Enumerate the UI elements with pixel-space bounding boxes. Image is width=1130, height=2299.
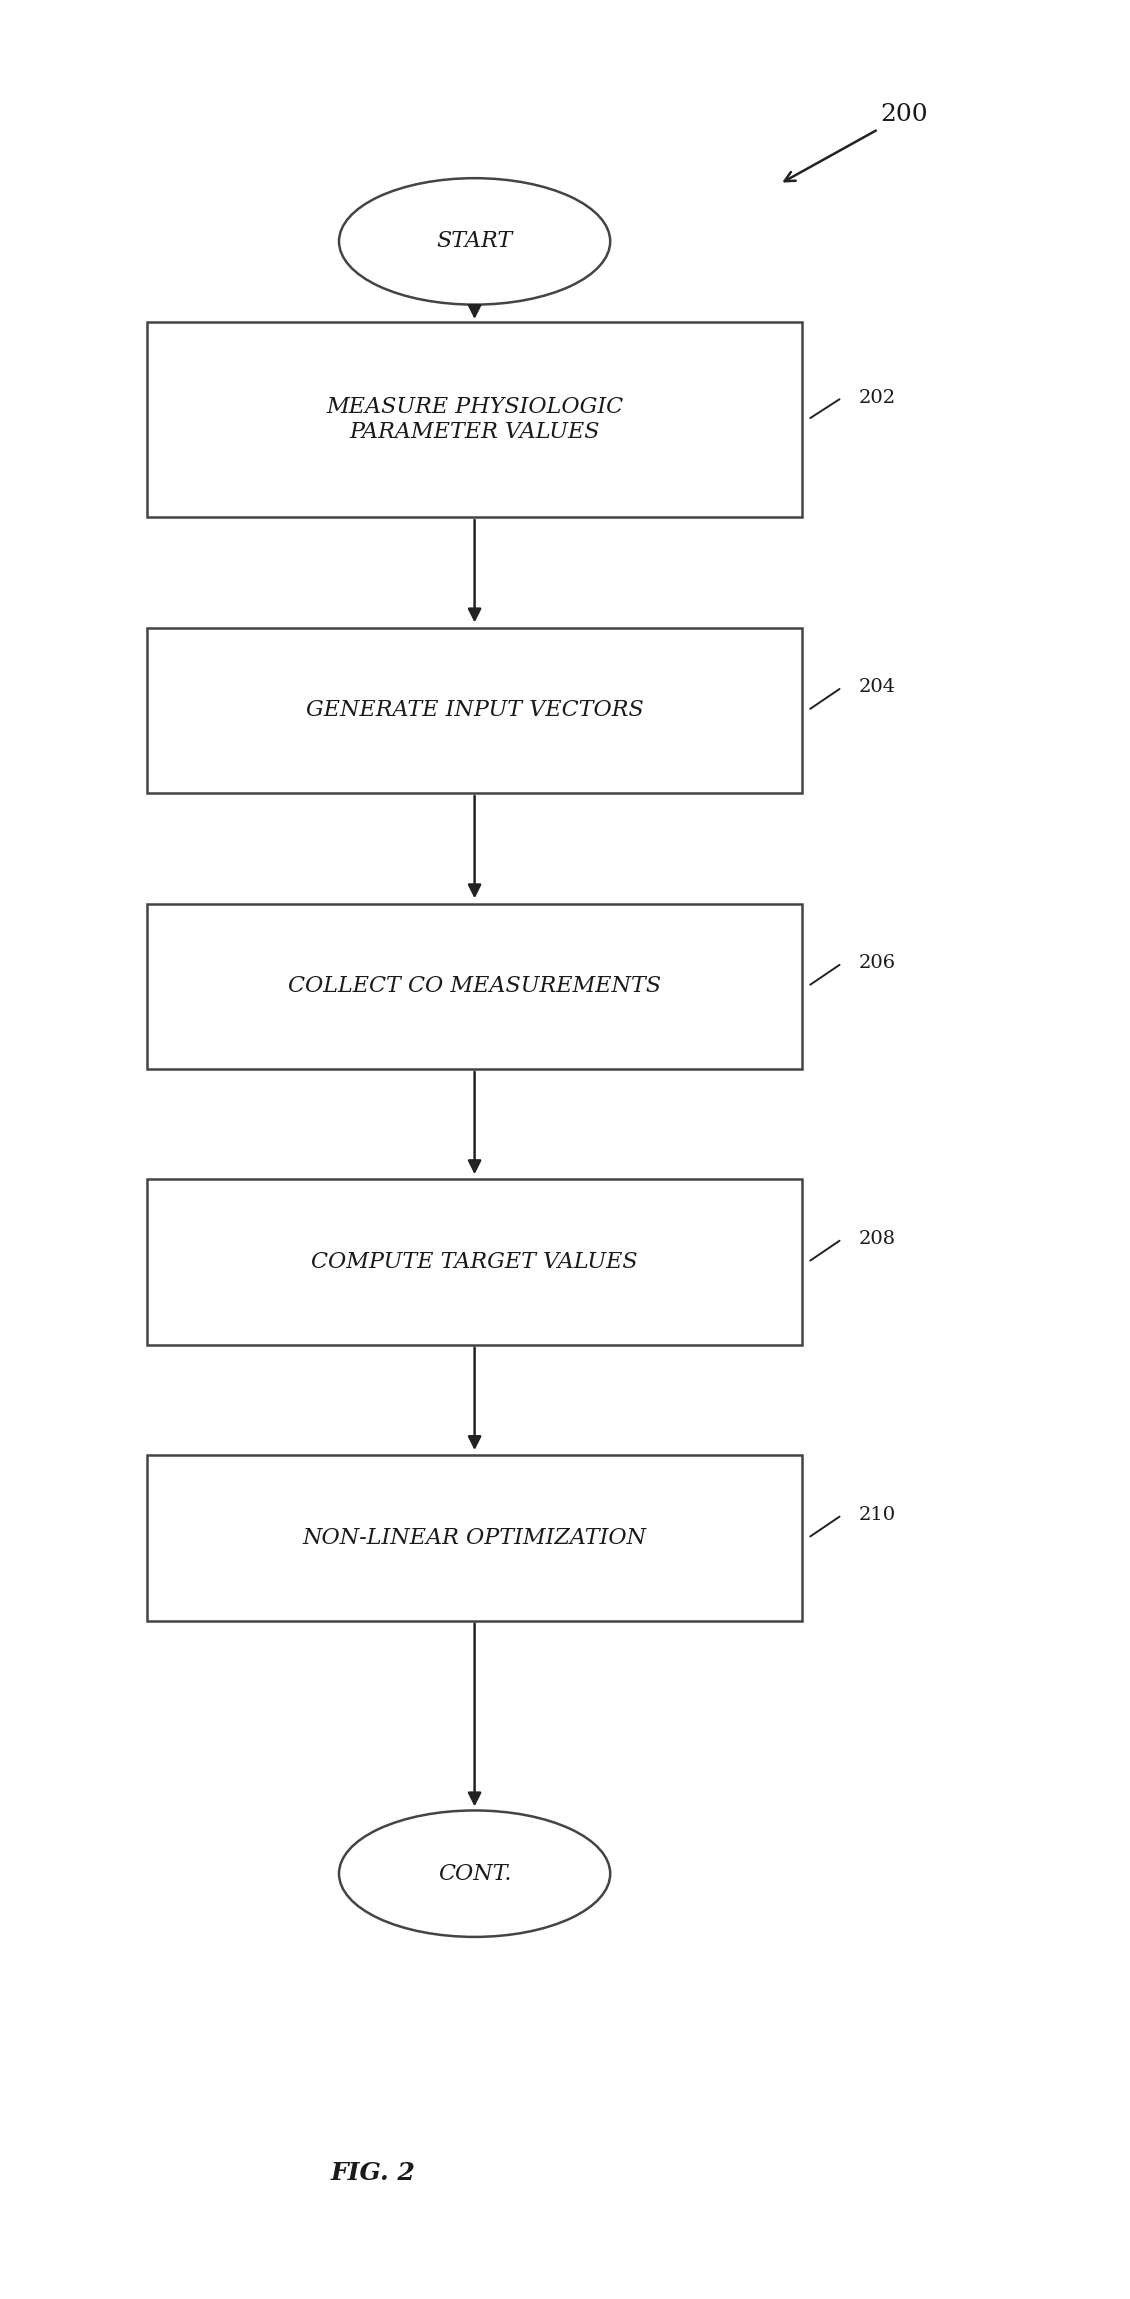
Text: START: START xyxy=(436,230,513,253)
Bar xyxy=(147,322,802,517)
Text: 202: 202 xyxy=(859,389,896,407)
Text: 208: 208 xyxy=(859,1230,896,1248)
Text: NON-LINEAR OPTIMIZATION: NON-LINEAR OPTIMIZATION xyxy=(303,1527,646,1550)
Text: 206: 206 xyxy=(859,954,896,972)
Text: 200: 200 xyxy=(784,103,928,182)
Bar xyxy=(147,1455,802,1621)
Text: CONT.: CONT. xyxy=(437,1862,512,1885)
Text: 204: 204 xyxy=(859,678,896,697)
Ellipse shape xyxy=(339,1812,610,1936)
Text: FIG. 2: FIG. 2 xyxy=(330,2161,416,2184)
Bar xyxy=(147,628,802,793)
Text: MEASURE PHYSIOLOGIC
PARAMETER VALUES: MEASURE PHYSIOLOGIC PARAMETER VALUES xyxy=(327,395,623,444)
Bar xyxy=(147,1179,802,1345)
Bar xyxy=(147,904,802,1069)
Text: COLLECT CO MEASUREMENTS: COLLECT CO MEASUREMENTS xyxy=(288,975,661,998)
Text: GENERATE INPUT VECTORS: GENERATE INPUT VECTORS xyxy=(306,699,643,722)
Ellipse shape xyxy=(339,179,610,306)
Text: COMPUTE TARGET VALUES: COMPUTE TARGET VALUES xyxy=(311,1251,638,1274)
Text: 210: 210 xyxy=(859,1506,896,1524)
